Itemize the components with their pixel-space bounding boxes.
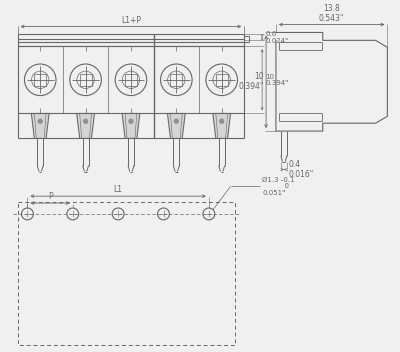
Text: L1+P: L1+P [121,15,141,25]
Circle shape [129,119,133,123]
Bar [80,74,92,86]
Bar [125,74,137,86]
Circle shape [84,119,88,123]
Bar [34,74,46,86]
Text: Ø1.3 -0.1
          0
0.051": Ø1.3 -0.1 0 0.051" [262,177,295,196]
Polygon shape [213,113,230,138]
Polygon shape [122,113,140,138]
Text: 0.4
0.016": 0.4 0.016" [289,160,314,179]
Bar [216,74,228,86]
Polygon shape [31,113,49,138]
Text: 13.8
0.543": 13.8 0.543" [319,4,344,23]
Bar [170,74,182,86]
Bar [18,202,234,345]
Polygon shape [168,113,185,138]
Circle shape [220,119,224,123]
Text: P: P [48,192,52,201]
Text: 0.6
0.024": 0.6 0.024" [265,31,288,44]
Circle shape [174,119,178,123]
Text: 10
0.394": 10 0.394" [265,74,288,86]
Text: 10
0.394": 10 0.394" [239,73,264,91]
Text: L1: L1 [114,185,123,194]
Polygon shape [77,113,94,138]
Circle shape [38,119,42,123]
